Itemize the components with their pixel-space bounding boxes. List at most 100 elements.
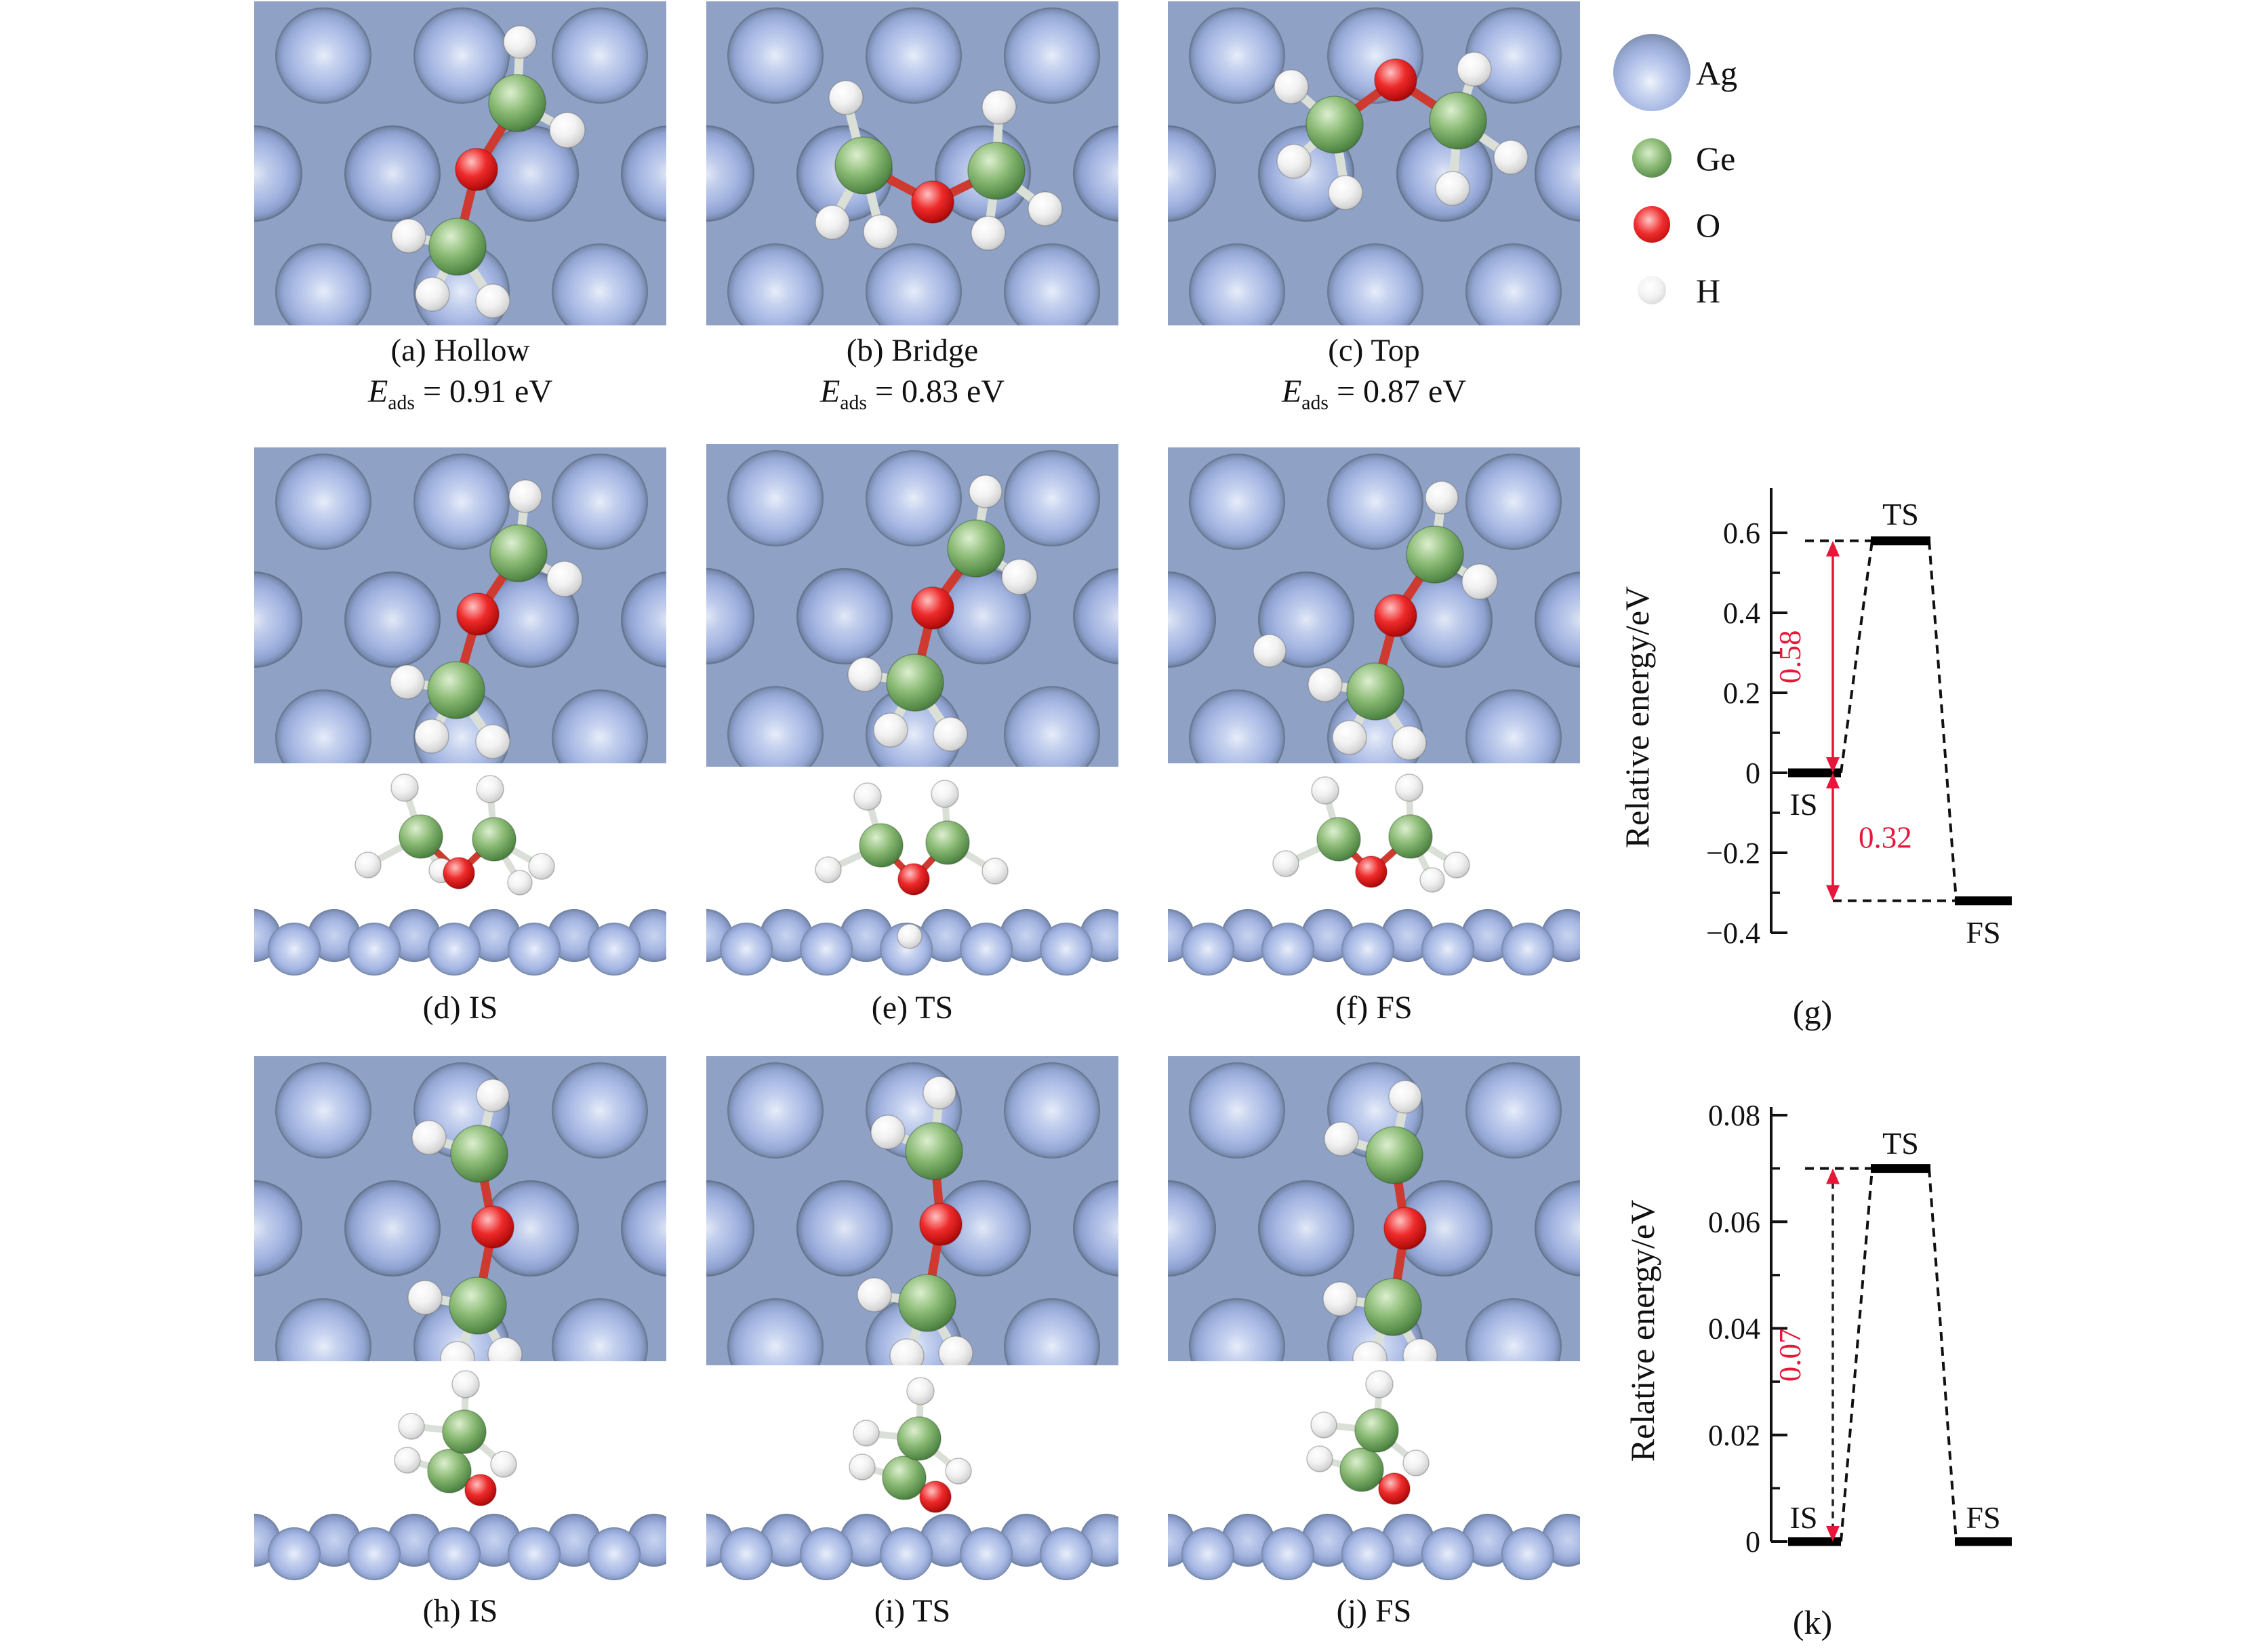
caption-panel-d: (d) IS [422, 990, 498, 1026]
atom-o [911, 180, 954, 224]
arrowhead-down-icon [1826, 885, 1840, 901]
atom-h [971, 216, 1006, 251]
caption-panel-c: (c) Top Eads = 0.87 eV [1168, 332, 1580, 422]
atom-o [1374, 594, 1417, 637]
energy-subscript: ads [1301, 391, 1329, 414]
atom-h [815, 856, 842, 883]
atom-h [981, 89, 1017, 125]
caption-panel-b: (b) Bridge Eads = 0.83 eV [706, 332, 1118, 422]
atom-h [1425, 481, 1459, 515]
atom-h [549, 112, 586, 148]
energy-value: = 0.87 eV [1336, 374, 1467, 409]
atom-h [906, 1377, 935, 1405]
molecule-ts2-top [857, 1076, 973, 1365]
atom-ge [1364, 1278, 1422, 1336]
atom-o [455, 148, 498, 191]
atom-h [507, 870, 533, 896]
molecule-is-side [355, 773, 555, 896]
atom-ge [886, 654, 944, 712]
level-label-fs: FS [1966, 915, 2000, 950]
atom-h [508, 479, 542, 513]
atom-h [1324, 1121, 1359, 1157]
ag-surface-side [1168, 906, 1580, 979]
atom-ge [1354, 1408, 1399, 1453]
atom-h [451, 1370, 480, 1399]
atom-o [911, 586, 954, 630]
molecule-ge2h6o-topsite [1274, 52, 1528, 210]
atom-h [1419, 867, 1445, 893]
atom-h [1310, 1411, 1337, 1439]
chart-caption: (k) [1793, 1603, 1832, 1641]
atom-h [873, 712, 908, 748]
energy-value: = 0.83 eV [874, 374, 1005, 409]
legend-label-ge: Ge [1696, 140, 1736, 178]
atom-ge [859, 823, 904, 868]
atom-ge [427, 1449, 472, 1493]
energy-profile-k: 0.08 0.06 0.04 0.02 0 Relative energy/eV IS TS F… [1623, 1099, 2012, 1641]
atom-h [1435, 171, 1470, 206]
atom-o [897, 863, 930, 896]
atom-h [1461, 563, 1498, 600]
legend-label-h: H [1696, 272, 1721, 310]
barrier-value-label: 0.58 [1773, 630, 1807, 684]
panel-a-hollow-top-view [254, 1, 666, 325]
atom-h [1253, 634, 1287, 668]
arrowhead-down-icon [1826, 757, 1840, 773]
atom-o [443, 857, 475, 889]
atom-h [938, 1335, 973, 1365]
atom-h [1332, 720, 1367, 755]
y-tick-label: 0.6 [1723, 517, 1760, 550]
atom-h [1311, 776, 1339, 805]
level-label-is: IS [1790, 787, 1818, 822]
ag-surface-side [254, 906, 666, 979]
atom-ge [488, 74, 546, 132]
barrier-value-label: 0.32 [1859, 820, 1912, 854]
atom-h [414, 719, 449, 754]
molecule-fs-top [1253, 481, 1498, 761]
atom-h [981, 858, 1009, 885]
atom-h [933, 717, 968, 752]
panel-f-fs-top-view [1168, 447, 1580, 763]
panel-f-fs-side-view [1168, 763, 1580, 980]
atom-h [391, 218, 426, 254]
arrowhead-up-icon [1826, 1168, 1840, 1184]
atom-h [847, 657, 883, 692]
atom-ge [472, 817, 517, 862]
atom-h [407, 1280, 443, 1315]
atom-h [1308, 667, 1343, 702]
barrier-value-label: 0.07 [1773, 1328, 1807, 1382]
caption-panel-f: (f) FS [1335, 990, 1413, 1026]
energy-symbol: E [819, 374, 841, 409]
y-tick-label: 0.2 [1723, 677, 1760, 710]
atom-ge [1346, 662, 1404, 721]
level-bar-is [1788, 1537, 1841, 1546]
atom-h [487, 1337, 523, 1361]
legend-label-ag: Ag [1696, 54, 1738, 92]
atom-h [1443, 851, 1470, 879]
h-sphere-icon [1638, 276, 1666, 304]
caption-b-title: (b) Bridge [846, 333, 979, 368]
atom-o [471, 1205, 514, 1249]
atom-o [456, 592, 500, 636]
atom-h [1001, 559, 1038, 595]
atom-o [1355, 856, 1388, 888]
atom-o [1374, 58, 1417, 102]
atom-h [1493, 140, 1528, 175]
chart-caption: (g) [1793, 993, 1832, 1031]
caption-panel-a: (a) Hollow Eads = 0.91 eV [254, 332, 666, 422]
level-label-fs: FS [1966, 1500, 2000, 1535]
atom-h [1322, 1281, 1358, 1317]
level-bar-ts [1871, 536, 1930, 546]
energy-subscript: ads [388, 391, 415, 414]
atom-h [1306, 1445, 1333, 1472]
atom-h [475, 283, 510, 319]
atom-h [1365, 1370, 1394, 1399]
caption-panel-i: (i) TS [874, 1593, 951, 1629]
atom-ge [427, 661, 485, 719]
ag-surface-side [1168, 1510, 1580, 1584]
panel-j-fs-top-view [1168, 1056, 1580, 1361]
y-tick-label: −0.2 [1706, 837, 1760, 870]
y-tick-label: 0 [1745, 1525, 1760, 1559]
level-bar-ts [1871, 1164, 1930, 1173]
atom-ge [1406, 525, 1464, 584]
